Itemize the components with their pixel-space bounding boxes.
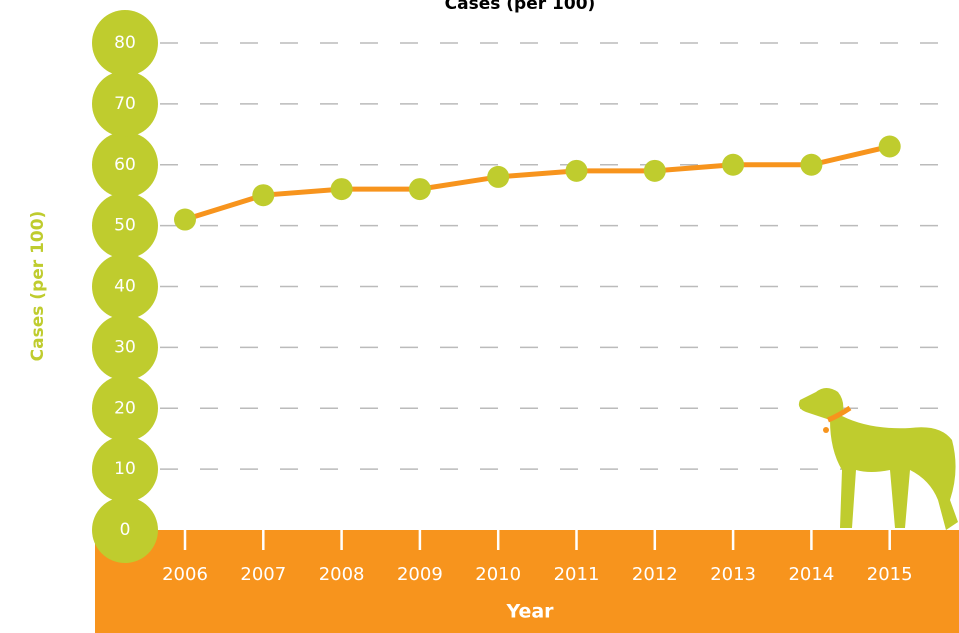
- y-tick-marker: [92, 131, 158, 198]
- point: [565, 159, 588, 182]
- x-tick-label: 2008: [319, 564, 365, 585]
- x-axis-band: [95, 530, 959, 633]
- point: [487, 165, 510, 188]
- y-tick-marker: [92, 375, 158, 442]
- line: [184, 144, 891, 222]
- x-tick-label: 2011: [554, 564, 600, 585]
- x-tick-label: 2009: [397, 564, 443, 585]
- y-tick-label: 70: [114, 94, 136, 114]
- x-axis-label: Year: [505, 601, 554, 623]
- y-tick-label: 50: [114, 216, 136, 236]
- x-tick-label: 2006: [162, 564, 208, 585]
- point: [330, 178, 353, 201]
- y-tick-marker: [92, 192, 158, 259]
- x-tick-label: 2012: [632, 564, 678, 585]
- chart-title: Cases (per 100): [445, 0, 596, 14]
- y-tick-marker: [92, 314, 158, 381]
- y-tick-label: 80: [114, 33, 136, 53]
- y-tick-marker: [92, 497, 158, 563]
- point: [174, 208, 196, 231]
- x-tick-label: 2010: [475, 564, 521, 585]
- point: [722, 153, 745, 176]
- point: [878, 135, 901, 158]
- dog-illustration: [798, 388, 958, 530]
- x-tick-label: 2014: [788, 564, 834, 585]
- point: [252, 184, 275, 207]
- y-tick-label: 20: [114, 398, 136, 418]
- point: [800, 153, 823, 176]
- y-tick-label: 30: [114, 337, 136, 357]
- y-tick-label: 10: [114, 459, 136, 479]
- x-tick-label: 2007: [240, 564, 286, 585]
- y-tick-marker: [92, 253, 158, 320]
- y-tick-label: 0: [120, 520, 131, 540]
- y-tick-marker: [92, 70, 158, 137]
- y-axis-label: Cases (per 100): [28, 211, 48, 362]
- point: [408, 178, 431, 201]
- point: [643, 159, 666, 182]
- x-tick-label: 2013: [710, 564, 756, 585]
- x-tick-label: 2015: [867, 564, 913, 585]
- y-tick-label: 60: [114, 155, 136, 175]
- y-tick-marker: [92, 436, 158, 503]
- y-tick-label: 40: [114, 277, 136, 297]
- y-tick-marker: [92, 10, 158, 76]
